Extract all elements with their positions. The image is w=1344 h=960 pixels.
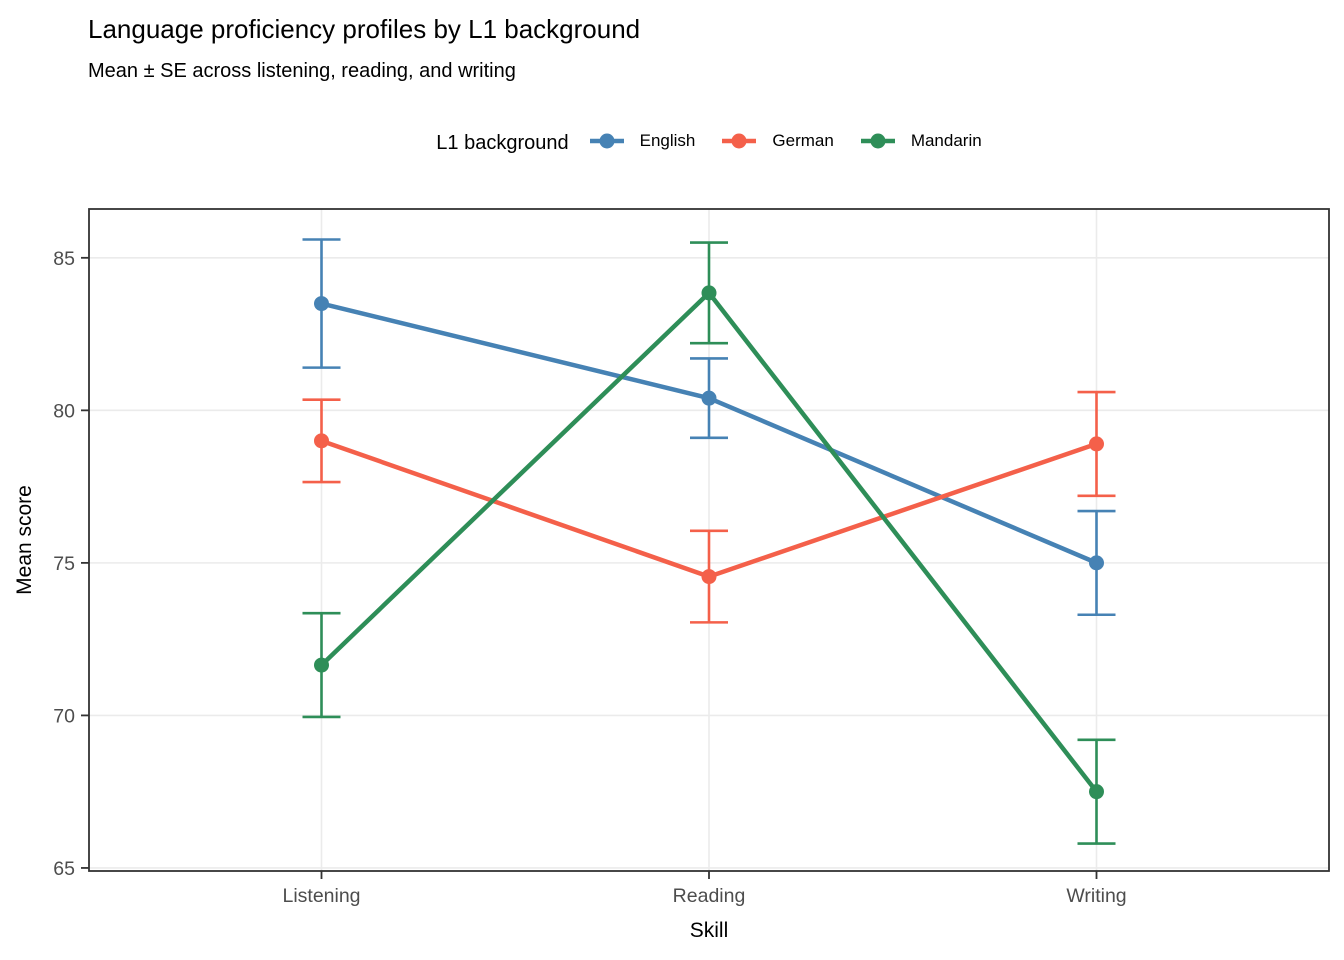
legend-key-icon bbox=[589, 133, 624, 148]
y-axis-title: Mean score bbox=[13, 485, 36, 595]
chart-title: Language proficiency profiles by L1 back… bbox=[88, 14, 641, 44]
data-point bbox=[1089, 555, 1104, 571]
legend-key-point bbox=[599, 133, 615, 148]
y-tick-label: 75 bbox=[53, 553, 75, 575]
y-axis-labels: 65 70 75 80 85 bbox=[53, 248, 75, 880]
legend-entry-label: German bbox=[772, 130, 834, 150]
data-point bbox=[314, 433, 329, 449]
error-bars-layer bbox=[302, 238, 1116, 845]
legend-key-point bbox=[731, 133, 747, 148]
legend-entry-label: English bbox=[639, 130, 696, 150]
series-points-english bbox=[314, 296, 1104, 571]
legend-key-point bbox=[870, 133, 886, 148]
x-axis-labels: Listening Reading Writing bbox=[282, 885, 1126, 907]
data-point bbox=[701, 569, 717, 585]
legend-entries: English German Mandarin bbox=[587, 128, 982, 159]
data-point bbox=[314, 296, 329, 312]
legend-entry-german: German bbox=[719, 128, 834, 154]
series-points-german bbox=[314, 433, 1104, 585]
chart-subtitle: Mean ± SE across listening, reading, and… bbox=[88, 60, 516, 82]
legend-entry-english: English bbox=[587, 128, 696, 154]
legend-key-icon bbox=[722, 133, 757, 148]
data-point bbox=[1089, 436, 1104, 452]
x-tick-label: Writing bbox=[1066, 885, 1126, 907]
y-tick-label: 70 bbox=[53, 705, 75, 727]
legend-entry-mandarin: Mandarin bbox=[858, 128, 982, 154]
y-tick-label: 80 bbox=[53, 400, 75, 422]
y-tick-label: 65 bbox=[53, 858, 75, 880]
data-point bbox=[701, 285, 717, 301]
data-point bbox=[701, 390, 717, 406]
legend-key-icon bbox=[860, 133, 895, 148]
data-point bbox=[314, 657, 329, 673]
x-axis-title: Skill bbox=[690, 919, 729, 942]
axis-ticks bbox=[81, 256, 1098, 879]
x-tick-label: Reading bbox=[673, 885, 746, 907]
data-point bbox=[1089, 784, 1104, 800]
legend-title: L1 background bbox=[436, 131, 569, 154]
series-points-layer bbox=[314, 285, 1104, 800]
series-errorbars-english bbox=[302, 238, 1116, 617]
legend: L1 background English German Mandarin bbox=[89, 118, 1329, 168]
legend-entry-label: Mandarin bbox=[910, 130, 982, 150]
series-points-mandarin bbox=[314, 285, 1104, 800]
x-tick-label: Listening bbox=[282, 885, 360, 907]
y-tick-label: 85 bbox=[53, 248, 75, 270]
